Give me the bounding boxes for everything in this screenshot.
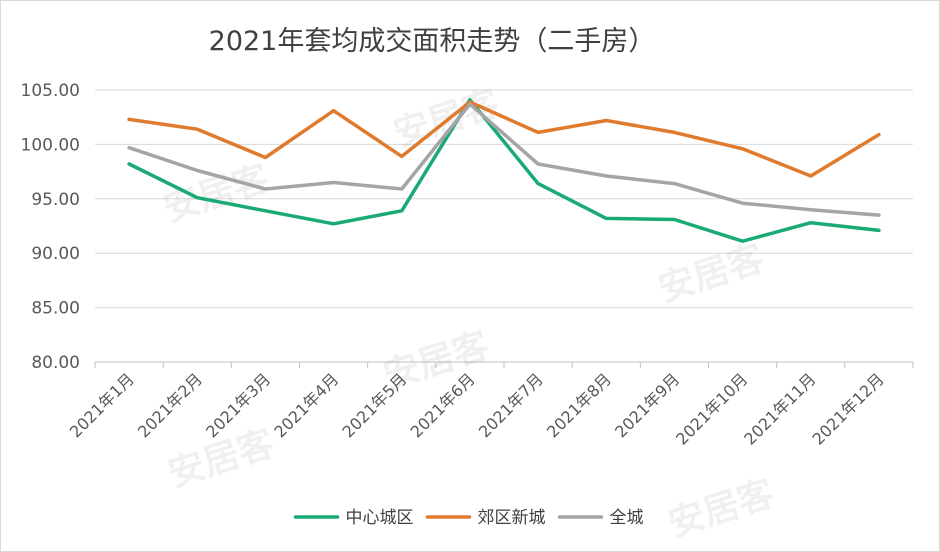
series-line: [127, 102, 881, 217]
legend-label: 全城: [610, 508, 644, 528]
y-tick-label: 85.00: [31, 299, 80, 319]
y-tick-label: 100.00: [21, 135, 80, 155]
y-tick-label: 80.00: [31, 353, 80, 373]
y-tick-label: 95.00: [31, 190, 80, 210]
series-line: [127, 100, 881, 178]
y-tick-label: 90.00: [31, 244, 80, 264]
y-tick-label: 105.00: [21, 81, 80, 101]
y-axis-tick-labels: 80.00 85.00 90.00 95.00 100.00 105.00: [21, 81, 80, 373]
series-line: [127, 98, 881, 243]
chart-title: 2021年套均成交面积走势（二手房）: [209, 26, 656, 57]
series-lines: [127, 98, 881, 243]
legend: 中心城区 郊区新城 全城: [293, 508, 644, 528]
x-axis: [94, 361, 914, 368]
legend-label: 郊区新城: [478, 508, 546, 528]
legend-label: 中心城区: [346, 508, 414, 528]
